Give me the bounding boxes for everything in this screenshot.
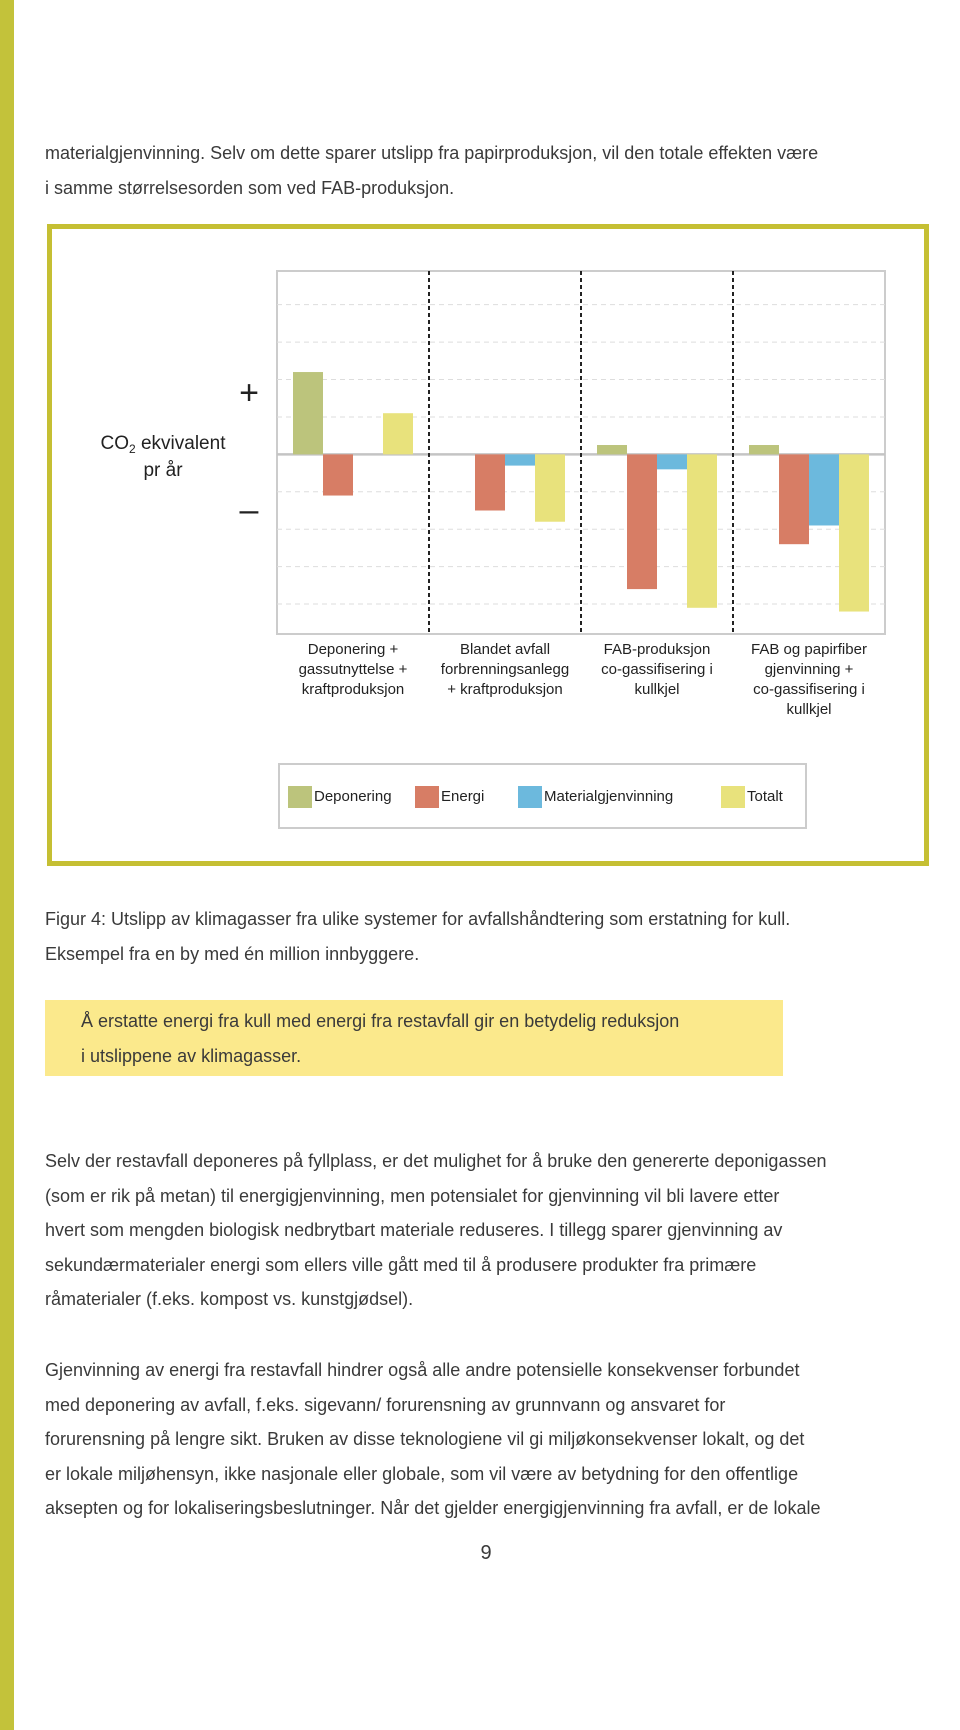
legend-box: [278, 763, 807, 829]
plus-marker: +: [239, 374, 259, 412]
bar: [475, 454, 505, 511]
bar: [597, 445, 627, 455]
chart: Deponering + gassutnyttelse + kraftproduks…: [101, 270, 886, 829]
category-label: co-gassifisering i: [753, 681, 865, 698]
category-label: kullkjel: [786, 701, 831, 718]
minus-marker: –: [240, 491, 259, 529]
text-line: materialgjenvinning. Selv om dette spare…: [45, 143, 819, 163]
legend-swatch: [288, 786, 312, 808]
bar: [749, 445, 779, 455]
intro-text: materialgjenvinning. Selv om dette spare…: [45, 136, 818, 205]
figure-frame: [47, 224, 929, 866]
text-line: Selv der restavfall deponeres på fyllpla…: [45, 1151, 827, 1171]
bar: [293, 372, 323, 455]
category-label: FAB og papirfiber: [751, 641, 867, 658]
highlight-box: [45, 1000, 783, 1076]
text-line: (som er rik på metan) til energigjenvinn…: [45, 1185, 780, 1206]
category-label: kullkjel: [634, 681, 679, 698]
highlight-line: Å erstatte energi fra kull med energi fr…: [81, 1011, 680, 1031]
bar: [657, 454, 687, 470]
legend-label: Totalt: [747, 788, 784, 805]
y-axis-label: CO2 ekvivalent: [101, 433, 227, 456]
y-axis-label-part: 2: [129, 442, 136, 456]
page-number: 9: [480, 1542, 492, 1564]
bar: [687, 454, 717, 608]
text-line: aksepten og for lokaliseringsbeslutninge…: [45, 1498, 821, 1518]
caption-line: Eksempel fra en by med én million innbyg…: [45, 943, 420, 964]
paragraph: Gjenvinning av energi fra restavfall hin…: [45, 1353, 820, 1526]
page-edge-bar: [0, 0, 14, 1730]
legend-label: Deponering: [314, 788, 392, 805]
category-label: Blandet avfall: [460, 641, 550, 658]
bar: [383, 413, 413, 455]
bar: [627, 454, 657, 590]
caption-line: Figur 4: Utslipp av klimagasser fra ulik…: [45, 909, 791, 929]
highlight-line: i utslippene av klimagasser.: [81, 1045, 302, 1066]
legend-swatch: [721, 786, 745, 808]
bar: [809, 454, 839, 526]
text-line: hvert som mengden biologisk nedbrytbart …: [45, 1220, 783, 1240]
bar: [323, 454, 353, 496]
bar: [779, 454, 809, 545]
bar: [505, 454, 535, 466]
text-line: er lokale miljøhensyn, ikke nasjonale el…: [45, 1463, 799, 1484]
text-line: sekundærmaterialer energi som ellers vil…: [45, 1254, 757, 1275]
legend-swatch: [415, 786, 439, 808]
text-line: med deponering av avfall, f.eks. sigevan…: [45, 1394, 726, 1415]
category-label: FAB-produksjon: [604, 641, 711, 658]
category-label: gjenvinning +: [765, 661, 854, 678]
text-line: i samme størrelsesorden som ved FAB-prod…: [45, 177, 455, 198]
y-axis-label: pr år: [143, 460, 183, 481]
category-label: forbrenningsanlegg: [441, 661, 569, 678]
figure-caption: Figur 4: Utslipp av klimagasser fra ulik…: [45, 902, 790, 971]
highlight-text: Å erstatte energi fra kull med energi fr…: [81, 1004, 679, 1073]
category-label: kraftproduksjon: [302, 681, 405, 698]
category-label: Deponering +: [308, 641, 399, 658]
text-line: forurensning på lengre sikt. Bruken av d…: [45, 1429, 805, 1449]
legend-label: Materialgjenvinning: [544, 788, 673, 805]
bar: [839, 454, 869, 612]
category-label: co-gassifisering i: [601, 661, 713, 678]
category-label: gassutnyttelse +: [299, 661, 408, 678]
y-axis-label-part: CO: [101, 433, 130, 454]
text-line: Gjenvinning av energi fra restavfall hin…: [45, 1360, 800, 1380]
bar: [535, 454, 565, 522]
paragraph: Selv der restavfall deponeres på fyllpla…: [45, 1144, 826, 1317]
category-label: + kraftproduksjon: [447, 681, 562, 698]
y-axis-label-part: ekvivalent: [136, 433, 226, 454]
legend-swatch: [518, 786, 542, 808]
legend-label: Energi: [441, 788, 484, 805]
text-line: råmaterialer (f.eks. kompost vs. kunstgj…: [45, 1289, 414, 1309]
